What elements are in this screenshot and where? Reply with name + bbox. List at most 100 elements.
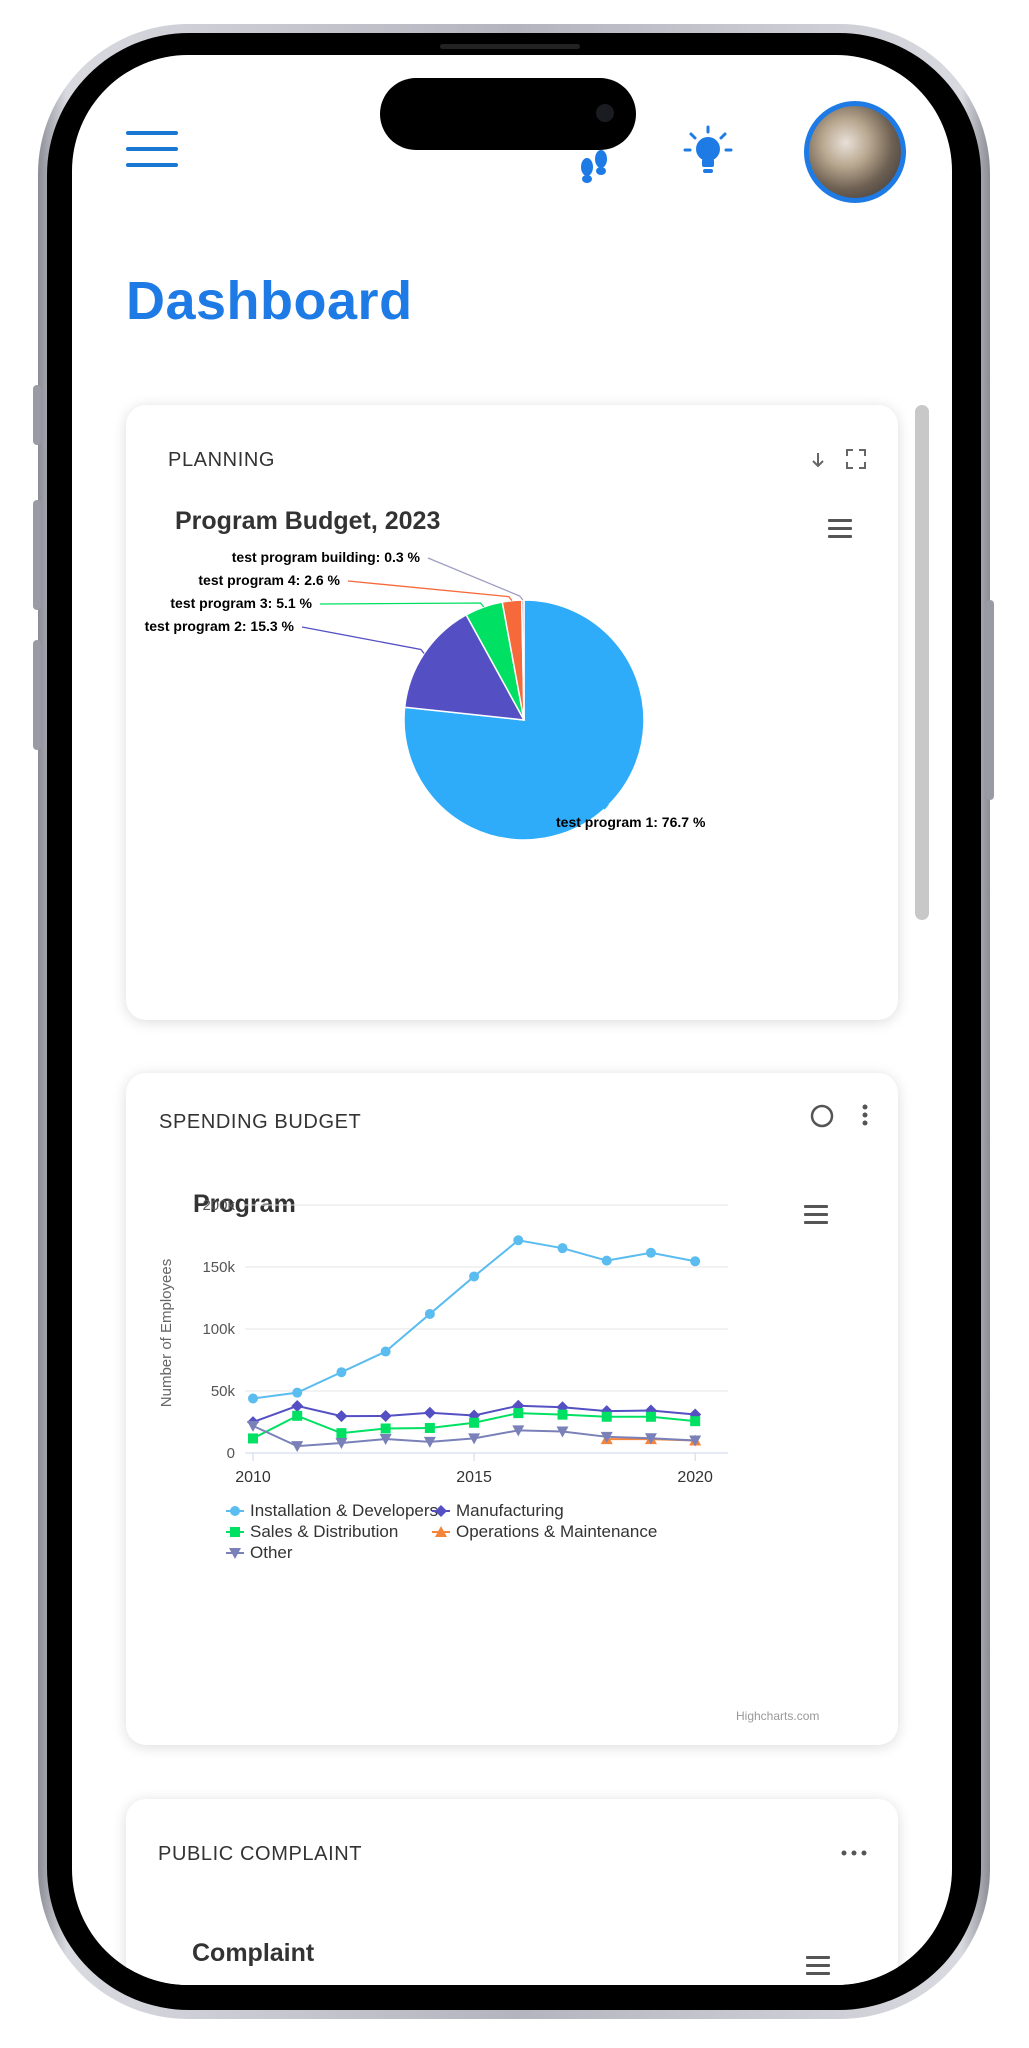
y-tick-label: 50k (211, 1383, 236, 1400)
highcharts-credits[interactable]: Highcharts.com (736, 1709, 820, 1723)
data-point[interactable] (291, 1399, 304, 1412)
pie-connector-1 (547, 804, 610, 824)
data-point[interactable] (379, 1409, 392, 1422)
data-point[interactable] (230, 1527, 240, 1537)
data-point[interactable] (248, 1433, 258, 1444)
phone-volume-down-button (33, 640, 41, 750)
legend-label: Manufacturing (456, 1501, 564, 1520)
lightbulb-icon[interactable] (682, 123, 734, 179)
data-point[interactable] (292, 1410, 303, 1421)
circle-icon[interactable] (809, 1103, 835, 1129)
legend-label: Sales & Distribution (250, 1522, 399, 1541)
series-1 (248, 1235, 701, 1404)
data-point[interactable] (435, 1505, 447, 1517)
data-point[interactable] (690, 1416, 701, 1427)
pie-data-label: test program 2: 15.3 % (145, 618, 295, 634)
pie-chart: test program 1: 76.7 % test program 2: 15… (145, 549, 706, 841)
dynamic-island (380, 78, 636, 150)
complaint-chart-title: Complaint (192, 1939, 315, 1967)
data-point[interactable] (644, 1404, 657, 1417)
data-point[interactable] (424, 1308, 435, 1319)
data-point[interactable] (230, 1506, 240, 1516)
complaint-card-title: PUBLIC COMPLAINT (158, 1843, 363, 1865)
avatar[interactable] (804, 101, 906, 203)
app-screen: Dashboard PLANNING Program Budget, 2023 … (72, 55, 952, 1985)
x-tick-label: 2015 (456, 1469, 492, 1486)
pie-slice-2[interactable] (403, 613, 526, 721)
data-point[interactable] (557, 1243, 568, 1254)
footprints-icon[interactable] (577, 143, 611, 185)
data-point[interactable] (424, 1422, 435, 1433)
data-point[interactable] (513, 1235, 524, 1246)
data-point[interactable] (556, 1426, 569, 1438)
horizontal-dots-icon[interactable] (840, 1849, 868, 1857)
data-point[interactable] (469, 1271, 480, 1282)
legend-item[interactable]: Manufacturing (432, 1501, 564, 1521)
data-point[interactable] (468, 1433, 481, 1445)
data-point[interactable] (379, 1434, 392, 1446)
x-tick-label: 2010 (235, 1469, 271, 1486)
legend-item[interactable]: Installation & Developers (226, 1501, 438, 1521)
data-point[interactable] (336, 1428, 347, 1439)
data-point[interactable] (645, 1247, 656, 1258)
data-point[interactable] (513, 1408, 524, 1419)
chart-menu-icon[interactable] (804, 1205, 828, 1225)
data-point[interactable] (291, 1441, 304, 1453)
chart-menu-icon[interactable] (806, 1956, 830, 1976)
pie-chart-title: Program Budget, 2023 (175, 507, 441, 535)
data-point[interactable] (380, 1346, 391, 1357)
data-point[interactable] (600, 1431, 613, 1443)
hamburger-menu-icon[interactable] (126, 127, 178, 169)
scrollbar[interactable] (915, 405, 929, 920)
data-point[interactable] (423, 1406, 436, 1419)
data-point[interactable] (292, 1387, 303, 1398)
data-point[interactable] (644, 1433, 657, 1445)
data-point[interactable] (435, 1526, 447, 1537)
spending-card-title: SPENDING BUDGET (159, 1111, 362, 1133)
y-tick-label: 150k (202, 1259, 235, 1276)
data-point[interactable] (690, 1256, 701, 1267)
data-point[interactable] (423, 1436, 436, 1448)
data-point[interactable] (601, 1255, 612, 1266)
data-point[interactable] (512, 1425, 525, 1437)
phone-volume-up-button (33, 500, 41, 610)
data-point[interactable] (380, 1423, 391, 1434)
camera-icon (596, 104, 614, 122)
data-point[interactable] (689, 1408, 702, 1421)
planning-card-title: PLANNING (168, 449, 276, 471)
y-tick-label: 100k (202, 1321, 235, 1338)
data-point[interactable] (229, 1548, 241, 1559)
arrow-down-icon[interactable] (810, 451, 826, 469)
pie-data-label: test program building: 0.3 % (232, 549, 421, 565)
page-title: Dashboard (126, 271, 413, 331)
data-point[interactable] (335, 1410, 348, 1423)
series-line[interactable] (252, 1239, 696, 1400)
series-3 (248, 1408, 701, 1444)
planning-card: PLANNING Program Budget, 2023 test progr… (126, 405, 898, 1020)
legend-item[interactable]: Sales & Distribution (226, 1522, 398, 1542)
data-point[interactable] (689, 1435, 702, 1447)
pie-data-label: test program 4: 2.6 % (198, 572, 340, 588)
data-point[interactable] (512, 1399, 525, 1412)
data-point[interactable] (469, 1417, 480, 1428)
line-chart: 0 50k 100k 150k 200k 2010 2015 2020 Number of Em… (158, 1197, 728, 1486)
data-point[interactable] (247, 1420, 259, 1432)
legend-item[interactable]: Operations & Maintenance (432, 1522, 657, 1542)
legend-item[interactable]: Other (226, 1543, 293, 1563)
data-point[interactable] (601, 1411, 612, 1422)
fullscreen-icon[interactable] (846, 449, 866, 469)
chart-menu-icon[interactable] (828, 519, 852, 539)
data-point[interactable] (645, 1411, 656, 1422)
y-axis-title: Number of Employees (158, 1259, 175, 1407)
pie-connector-2 (301, 626, 425, 654)
pie-connector-4 (347, 580, 513, 602)
x-tick-label: 2020 (677, 1469, 713, 1486)
legend-symbol (432, 1505, 450, 1517)
data-point[interactable] (248, 1393, 258, 1404)
data-point[interactable] (336, 1367, 347, 1378)
phone-power-button (986, 600, 994, 800)
vertical-dots-icon[interactable] (861, 1103, 869, 1127)
data-point[interactable] (557, 1409, 568, 1420)
pie-data-label: test program 1: 76.7 % (556, 814, 706, 830)
data-point[interactable] (335, 1437, 348, 1449)
